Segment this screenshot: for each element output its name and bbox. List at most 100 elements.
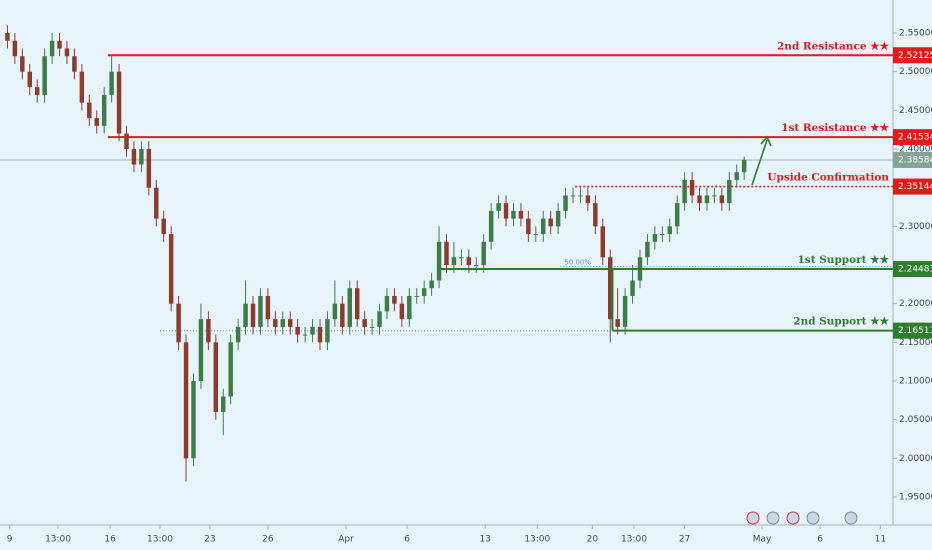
candle-body	[250, 303, 256, 327]
candle-body	[332, 303, 338, 320]
candle-body	[585, 195, 591, 204]
x-tick-label: 13:00	[45, 535, 71, 545]
y-tick-label: 2.45000	[899, 106, 932, 116]
candle-body	[243, 303, 248, 327]
x-tick-label: 23	[204, 535, 215, 545]
price-tag-label: 2.52125	[898, 51, 932, 61]
candle-body	[5, 33, 10, 41]
candle-body	[124, 133, 129, 150]
candle-body	[741, 159, 747, 173]
candle-body	[541, 218, 546, 235]
candle-body	[392, 295, 397, 304]
candle-body	[667, 226, 672, 235]
candle-body	[414, 295, 419, 297]
candle-body	[34, 87, 40, 95]
candle-body	[481, 241, 486, 266]
x-tick-label: 13:00	[621, 535, 647, 545]
candle-body	[421, 288, 427, 296]
candle-body	[645, 241, 650, 258]
candle-body	[221, 396, 226, 412]
y-tick-label: 2.00000	[899, 454, 932, 464]
candle-body	[630, 280, 635, 296]
x-tick-label: 27	[679, 535, 690, 545]
current-price-tag	[893, 151, 932, 168]
event-icon	[746, 511, 760, 525]
level-label: 2nd Support ★★	[793, 316, 889, 328]
candle-body	[436, 241, 442, 281]
y-tick-label: 2.40000	[899, 145, 932, 155]
candle-body	[87, 102, 92, 119]
level-label: 1st Support ★★	[798, 254, 890, 266]
candle-body	[451, 257, 457, 266]
candle-body	[198, 319, 204, 382]
candle-body	[526, 218, 531, 235]
candle-body	[593, 203, 598, 227]
candle-body	[287, 319, 293, 327]
price-tag	[893, 129, 932, 146]
candle-body	[444, 241, 449, 266]
y-tick-label: 2.50000	[899, 67, 932, 77]
candle-body	[101, 94, 107, 126]
x-tick-label: 13:00	[147, 535, 173, 545]
candle-body	[213, 342, 219, 412]
candle-body	[466, 257, 472, 266]
event-icon	[786, 511, 800, 525]
candle-body	[600, 226, 606, 258]
candle-body	[719, 195, 725, 204]
candle-body	[109, 71, 114, 95]
candle-body	[273, 319, 278, 327]
candle-body	[697, 195, 702, 204]
candle-body	[488, 210, 494, 242]
candle-body	[578, 195, 583, 197]
candle-body	[27, 71, 32, 88]
candle-body	[317, 326, 323, 343]
candle-body	[265, 295, 271, 320]
x-tick-label: Apr	[338, 535, 354, 545]
candle-body	[79, 71, 85, 103]
candle-body	[474, 265, 479, 267]
x-tick-label: 11	[875, 535, 886, 545]
x-tick-label: 13	[479, 535, 490, 545]
candle-body	[384, 295, 390, 312]
candle-body	[131, 149, 137, 165]
candle-body	[548, 218, 553, 227]
candle-body	[682, 179, 687, 204]
y-tick-label: 2.10000	[899, 377, 932, 387]
candle-body	[563, 195, 568, 211]
candle-body	[235, 326, 241, 343]
candle-body	[116, 71, 122, 134]
candle-body	[139, 149, 144, 165]
candle-body	[555, 210, 561, 227]
candle-body	[94, 118, 99, 126]
candle-body	[72, 56, 77, 72]
y-tick-label: 2.55000	[899, 29, 932, 39]
event-icon	[766, 511, 780, 525]
candle-body	[399, 303, 405, 320]
candle-body	[727, 179, 732, 204]
candle-body	[64, 48, 70, 57]
price-tag-label: 2.41534	[898, 133, 932, 143]
current-price-label: 2.38584	[898, 155, 932, 165]
candle-body	[503, 203, 509, 219]
candle-body	[183, 342, 189, 459]
candle-body	[191, 381, 196, 459]
candle-body	[518, 210, 524, 219]
price-tag	[893, 261, 932, 278]
y-tick-label: 2.15000	[899, 338, 932, 348]
candle-body	[325, 319, 330, 343]
candle-body	[369, 326, 375, 328]
y-tick-label: 2.05000	[899, 415, 932, 425]
candle-body	[154, 187, 159, 219]
x-tick-label: 6	[404, 535, 410, 545]
price-tag-label: 2.16511	[898, 326, 932, 336]
y-tick-label: 2.30000	[899, 222, 932, 232]
candle-body	[570, 195, 576, 197]
x-tick-label: 13:00	[524, 535, 550, 545]
candle-body	[302, 334, 308, 336]
candle-body	[689, 179, 695, 196]
event-icons	[746, 511, 858, 525]
candle-body	[206, 319, 211, 343]
candle-body	[712, 195, 717, 197]
